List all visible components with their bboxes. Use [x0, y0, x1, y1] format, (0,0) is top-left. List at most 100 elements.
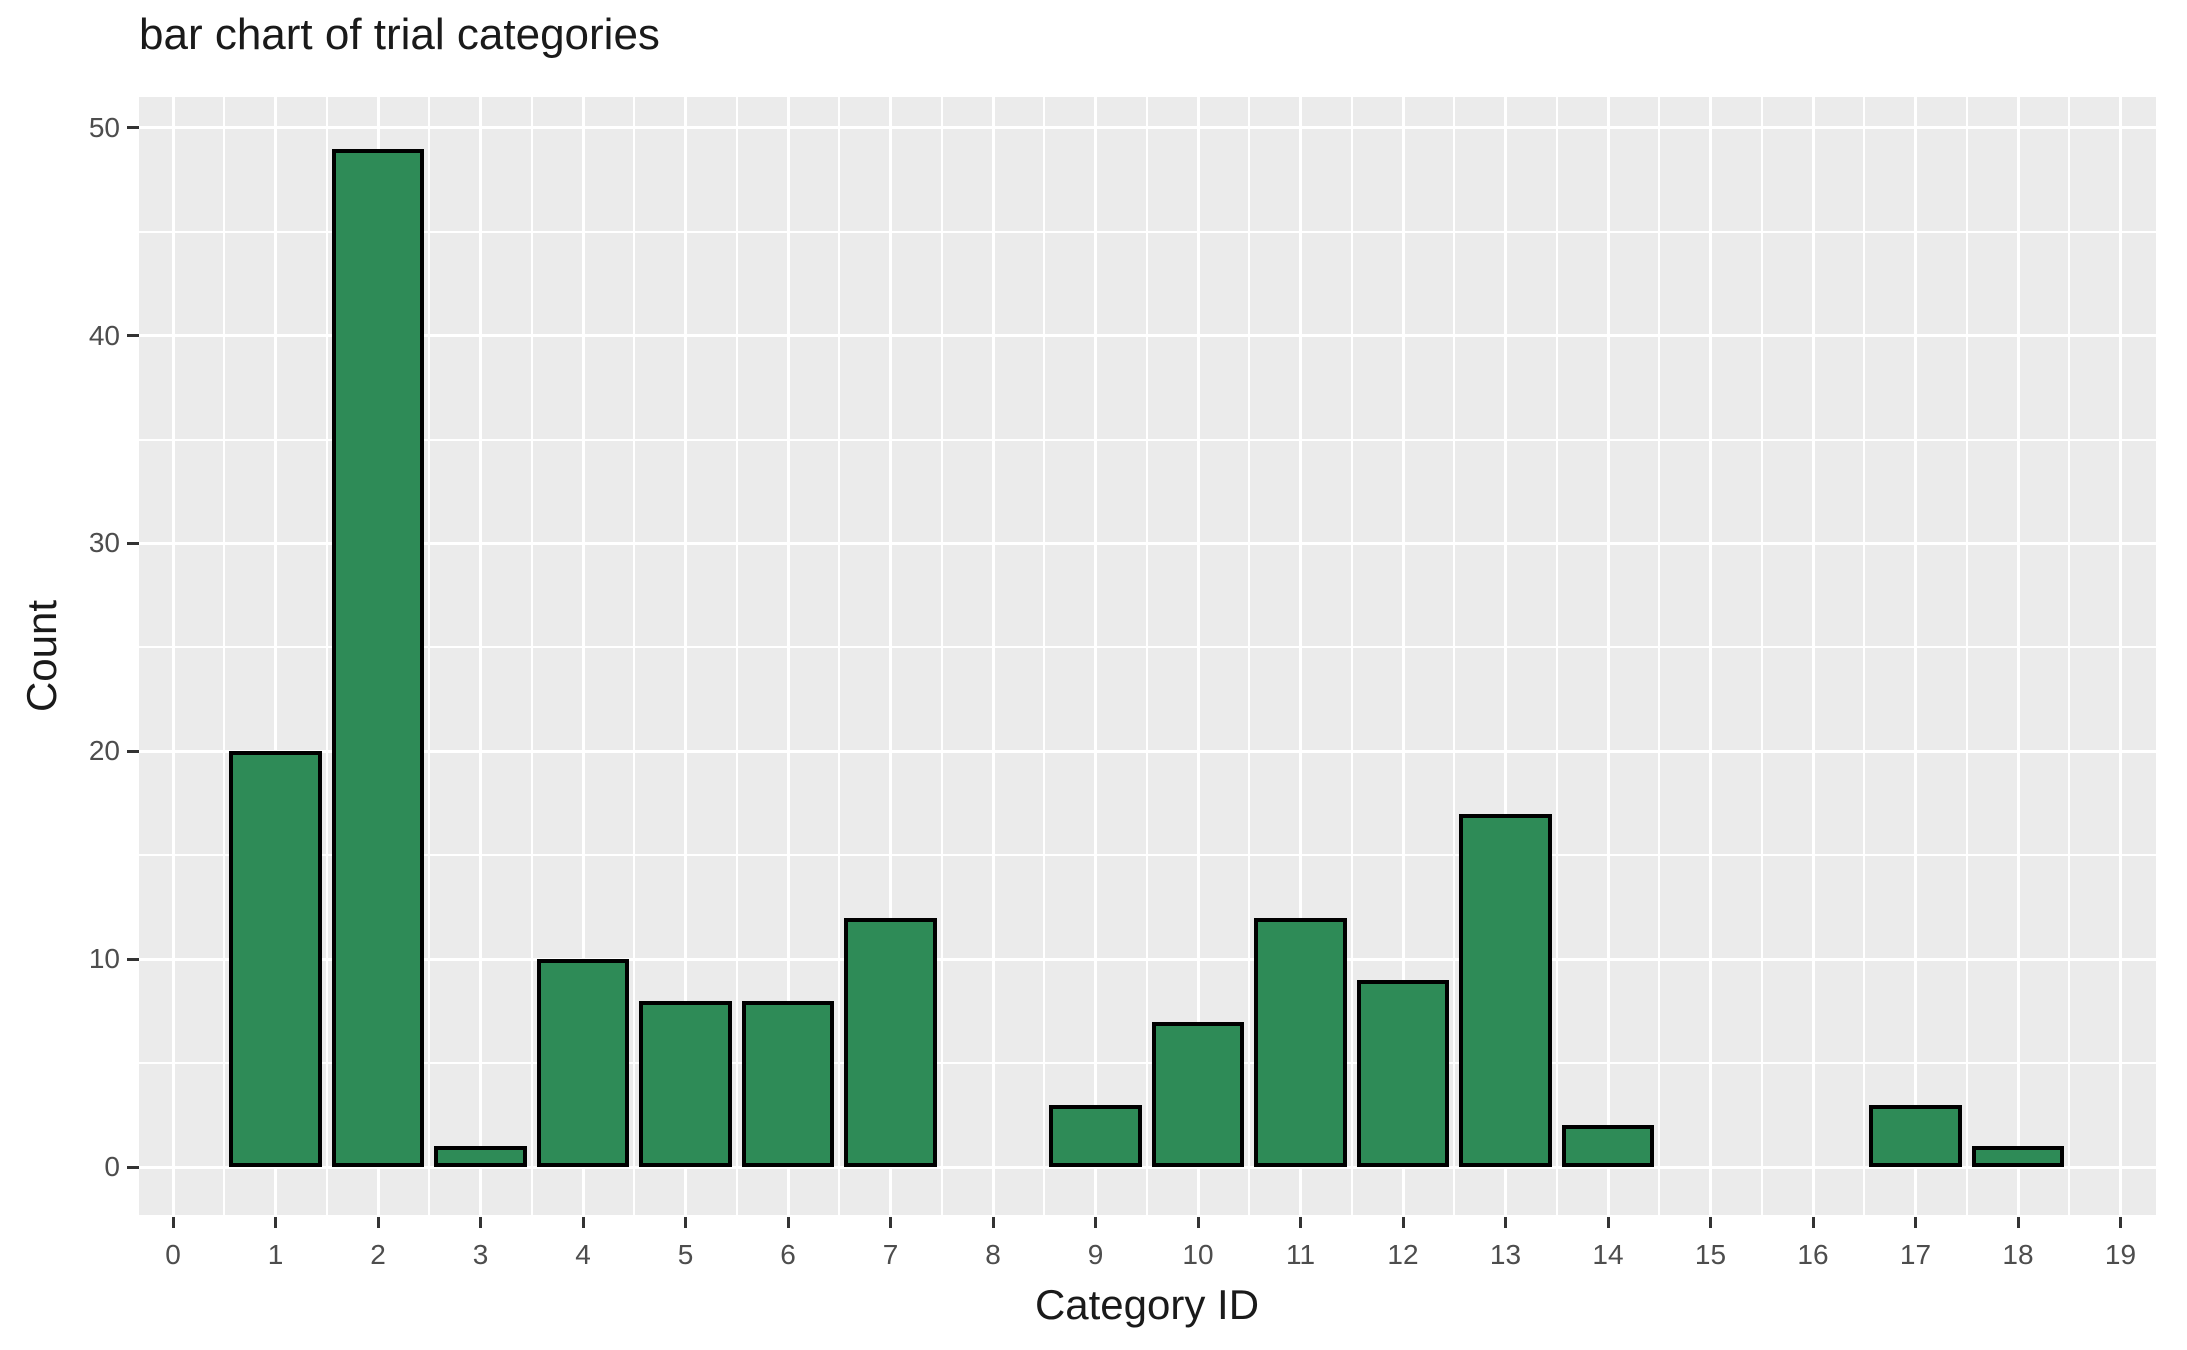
gridline-minor-vertical	[1350, 97, 1353, 1215]
gridline-major-vertical	[581, 97, 585, 1215]
gridline-major-vertical	[171, 97, 175, 1215]
gridline-major-vertical	[684, 97, 687, 1215]
bar-category-3	[434, 1146, 527, 1167]
bar-category-11	[1254, 917, 1347, 1167]
gridline-minor-vertical	[428, 97, 431, 1215]
x-tick-label: 9	[1087, 1239, 1104, 1270]
gridline-major-vertical	[1504, 97, 1507, 1215]
gridline-major-vertical	[1094, 97, 1097, 1215]
gridline-minor-vertical	[1043, 97, 1046, 1215]
y-axis-title: Count	[18, 599, 65, 713]
x-tick-label: 2	[370, 1239, 386, 1270]
gridline-major-vertical	[1299, 97, 1302, 1215]
x-tick-label: 7	[882, 1239, 899, 1270]
gridline-major-vertical	[274, 97, 277, 1215]
x-tick-mark	[1606, 1217, 1610, 1228]
gridline-minor-vertical	[838, 97, 841, 1215]
gridline-major-vertical	[2119, 97, 2122, 1215]
bar-category-14	[1561, 1125, 1655, 1167]
y-tick-label: 30	[88, 527, 120, 559]
bar-category-4	[536, 959, 630, 1167]
y-tick-mark	[127, 126, 139, 130]
x-tick-mark	[1299, 1217, 1302, 1228]
gridline-minor-vertical	[223, 97, 226, 1215]
gridline-major-vertical	[991, 97, 995, 1215]
y-tick-mark	[127, 334, 139, 338]
x-tick-mark	[1401, 1217, 1405, 1228]
x-tick-label: 1	[267, 1239, 284, 1270]
gridline-major-vertical	[786, 97, 790, 1215]
bar-category-10	[1151, 1021, 1245, 1167]
x-tick-mark	[1811, 1217, 1815, 1228]
x-tick-mark	[889, 1217, 892, 1228]
gridline-minor-vertical	[325, 97, 328, 1215]
plot-panel	[139, 97, 2156, 1215]
gridline-minor-vertical	[1760, 97, 1763, 1215]
gridline-minor-vertical	[735, 97, 738, 1215]
gridline-minor-vertical	[1555, 97, 1558, 1215]
gridline-major-vertical	[1401, 97, 1405, 1215]
gridline-minor-vertical	[1248, 97, 1251, 1215]
y-tick-mark	[127, 1165, 139, 1169]
x-tick-label: 16	[1797, 1239, 1829, 1270]
gridline-minor-vertical	[1965, 97, 1968, 1215]
x-tick-mark	[376, 1217, 380, 1228]
y-tick-mark	[127, 541, 139, 545]
gridline-major-horizontal	[139, 126, 2156, 130]
y-tick-mark	[127, 957, 139, 961]
x-tick-label: 6	[780, 1239, 796, 1270]
x-tick-label: 0	[165, 1239, 181, 1270]
gridline-major-horizontal	[139, 334, 2156, 338]
bar-category-1	[229, 751, 322, 1167]
x-tick-mark	[581, 1217, 585, 1228]
gridline-minor-vertical	[530, 97, 533, 1215]
gridline-major-horizontal	[139, 957, 2156, 961]
gridline-major-horizontal	[139, 541, 2156, 545]
x-tick-mark	[2016, 1217, 2020, 1228]
x-tick-mark	[1914, 1217, 1917, 1228]
y-tick-label: 20	[88, 735, 120, 767]
x-tick-mark	[786, 1217, 790, 1228]
gridline-minor-vertical	[1453, 97, 1456, 1215]
bar-category-9	[1049, 1104, 1142, 1167]
chart-title: bar chart of trial categories	[139, 10, 660, 59]
gridline-major-vertical	[1196, 97, 1200, 1215]
bar-category-12	[1356, 979, 1450, 1167]
gridline-minor-vertical	[1658, 97, 1661, 1215]
bar-category-5	[639, 1000, 732, 1167]
bar-category-6	[741, 1000, 835, 1167]
x-tick-mark	[1709, 1217, 1712, 1228]
bar-category-7	[844, 917, 937, 1167]
gridline-major-vertical	[1709, 97, 1712, 1215]
bar-category-17	[1869, 1104, 1962, 1167]
x-tick-label: 4	[575, 1239, 591, 1270]
gridline-major-vertical	[1914, 97, 1917, 1215]
x-tick-mark	[479, 1217, 482, 1228]
x-tick-label: 12	[1387, 1239, 1419, 1270]
x-tick-mark	[171, 1217, 175, 1228]
y-tick-label: 10	[88, 943, 120, 975]
x-tick-mark	[684, 1217, 687, 1228]
x-tick-mark	[1094, 1217, 1097, 1228]
x-tick-label: 5	[677, 1239, 694, 1270]
y-tick-label: 40	[88, 319, 120, 351]
y-tick-label: 0	[104, 1151, 120, 1182]
gridline-minor-vertical	[633, 97, 636, 1215]
x-tick-mark	[274, 1217, 277, 1228]
gridline-minor-vertical	[940, 97, 943, 1215]
x-tick-mark	[2119, 1217, 2122, 1228]
gridline-major-vertical	[2016, 97, 2020, 1215]
gridline-major-vertical	[479, 97, 482, 1215]
x-tick-mark	[1196, 1217, 1200, 1228]
y-tick-label: 50	[88, 111, 120, 143]
gridline-major-vertical	[889, 97, 892, 1215]
x-tick-label: 14	[1592, 1239, 1624, 1270]
gridline-minor-vertical	[2068, 97, 2071, 1215]
x-tick-label: 18	[2002, 1239, 2034, 1270]
x-tick-label: 11	[1285, 1239, 1316, 1270]
x-tick-mark	[991, 1217, 995, 1228]
y-tick-mark	[127, 749, 139, 753]
x-tick-mark	[1504, 1217, 1507, 1228]
gridline-minor-vertical	[1863, 97, 1866, 1215]
x-tick-label: 13	[1489, 1239, 1522, 1270]
